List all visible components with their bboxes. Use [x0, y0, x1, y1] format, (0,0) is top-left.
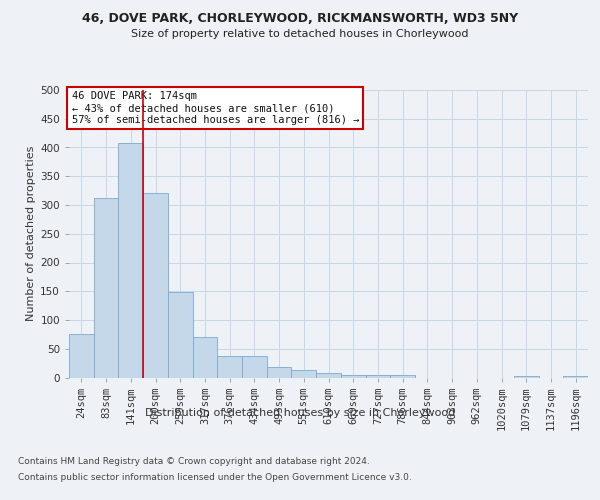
Bar	[365, 374, 390, 378]
Bar	[514, 376, 539, 378]
Text: Contains HM Land Registry data © Crown copyright and database right 2024.: Contains HM Land Registry data © Crown c…	[18, 458, 370, 466]
Bar	[69, 334, 94, 378]
Bar	[267, 367, 292, 378]
Text: Distribution of detached houses by size in Chorleywood: Distribution of detached houses by size …	[145, 408, 455, 418]
Bar	[118, 143, 143, 378]
Bar	[341, 374, 365, 378]
Y-axis label: Number of detached properties: Number of detached properties	[26, 146, 36, 322]
Bar	[292, 370, 316, 378]
Bar	[316, 374, 341, 378]
Text: 46 DOVE PARK: 174sqm
← 43% of detached houses are smaller (610)
57% of semi-deta: 46 DOVE PARK: 174sqm ← 43% of detached h…	[71, 92, 359, 124]
Bar	[143, 194, 168, 378]
Text: 46, DOVE PARK, CHORLEYWOOD, RICKMANSWORTH, WD3 5NY: 46, DOVE PARK, CHORLEYWOOD, RICKMANSWORT…	[82, 12, 518, 26]
Bar	[193, 337, 217, 378]
Bar	[563, 376, 588, 378]
Bar	[242, 356, 267, 378]
Text: Contains public sector information licensed under the Open Government Licence v3: Contains public sector information licen…	[18, 472, 412, 482]
Bar	[390, 375, 415, 378]
Text: Size of property relative to detached houses in Chorleywood: Size of property relative to detached ho…	[131, 29, 469, 39]
Bar	[217, 356, 242, 378]
Bar	[168, 292, 193, 378]
Bar	[94, 198, 118, 378]
